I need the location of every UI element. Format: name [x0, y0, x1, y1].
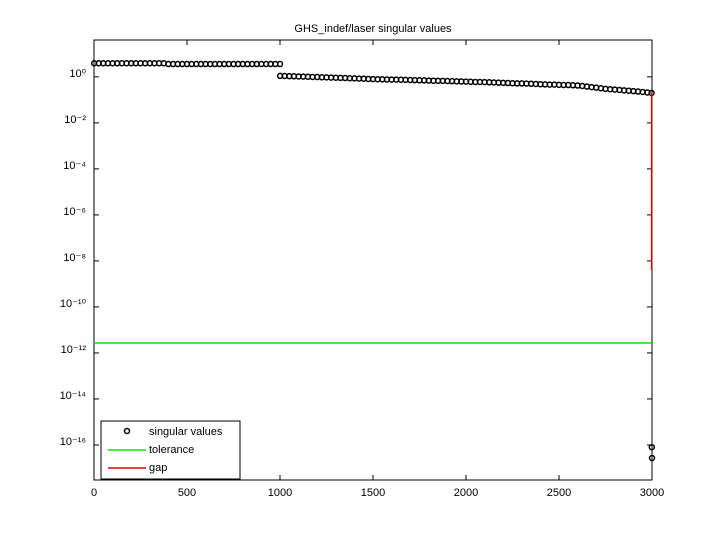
legend-label: singular values [149, 426, 223, 438]
singular-value-marker [648, 443, 656, 451]
x-tick-label: 0 [91, 487, 97, 499]
legend-label: gap [149, 462, 167, 474]
y-tick-label: 10⁻¹⁶ [60, 436, 86, 448]
y-tick-label: 10⁻⁶ [63, 206, 86, 218]
legend-label: tolerance [149, 444, 194, 456]
y-tick-label: 10⁻¹² [61, 344, 87, 356]
x-tick-label: 1500 [361, 487, 385, 499]
x-tick-label: 3000 [640, 487, 664, 499]
x-tick-label: 1000 [268, 487, 292, 499]
singular-value-marker [276, 60, 284, 68]
x-tick-label: 2000 [454, 487, 478, 499]
chart-title: GHS_indef/laser singular values [294, 23, 452, 35]
x-tick-label: 2500 [547, 487, 571, 499]
y-tick-label: 10⁻¹⁰ [60, 298, 87, 310]
y-tick-label: 10⁻⁸ [63, 252, 86, 264]
y-tick-label: 10⁻² [64, 114, 86, 126]
y-tick-label: 10⁰ [69, 68, 86, 80]
plot-area [93, 39, 653, 481]
legend-swatch [123, 427, 131, 435]
x-tick-label: 500 [178, 487, 196, 499]
y-tick-label: 10⁻¹⁴ [60, 390, 87, 402]
y-tick-label: 10⁻⁴ [63, 160, 86, 172]
singular-value-marker [648, 454, 656, 462]
